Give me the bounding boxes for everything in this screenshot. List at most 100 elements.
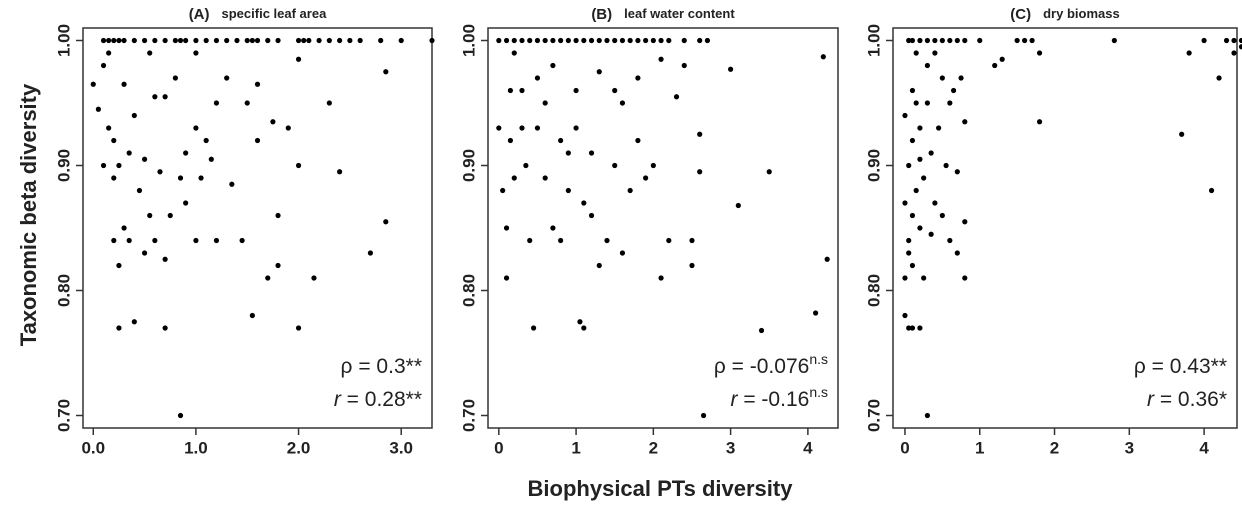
point bbox=[612, 87, 618, 94]
point bbox=[906, 237, 912, 244]
point bbox=[213, 37, 220, 44]
point bbox=[183, 37, 189, 44]
point bbox=[906, 162, 912, 169]
point bbox=[172, 37, 178, 44]
x-tick-label: 2 bbox=[1050, 438, 1059, 457]
point bbox=[152, 237, 158, 244]
point bbox=[111, 237, 117, 244]
point bbox=[121, 81, 127, 87]
point bbox=[162, 256, 168, 262]
point bbox=[177, 412, 184, 419]
point bbox=[700, 412, 707, 419]
point bbox=[111, 137, 117, 144]
point bbox=[507, 87, 514, 94]
point bbox=[503, 37, 510, 44]
x-tick-label: 1 bbox=[571, 438, 580, 457]
panel: (B) leaf water content 0 1 2 3 4 0.70 0.80 0.90 1.… bbox=[459, 6, 839, 457]
point bbox=[928, 150, 934, 156]
point bbox=[254, 37, 261, 44]
panel-letter: (A) bbox=[189, 6, 210, 23]
point bbox=[596, 262, 602, 269]
annotation-symbol: r bbox=[1147, 388, 1155, 411]
point bbox=[909, 262, 916, 269]
point bbox=[337, 37, 343, 44]
point bbox=[954, 169, 960, 175]
point bbox=[121, 225, 127, 231]
point bbox=[581, 325, 587, 331]
point bbox=[106, 125, 112, 131]
point bbox=[581, 200, 587, 206]
point bbox=[503, 225, 510, 231]
point bbox=[523, 162, 529, 169]
point bbox=[992, 62, 998, 69]
point bbox=[177, 37, 184, 44]
point bbox=[643, 37, 649, 44]
point bbox=[131, 319, 137, 325]
x-tick-label: 1 bbox=[975, 438, 984, 457]
point bbox=[116, 325, 122, 331]
point bbox=[229, 181, 235, 187]
point bbox=[542, 100, 548, 106]
point bbox=[917, 37, 923, 44]
point bbox=[116, 37, 122, 44]
point bbox=[681, 62, 687, 69]
point bbox=[824, 256, 830, 262]
point bbox=[1231, 37, 1237, 44]
point bbox=[619, 37, 626, 44]
point bbox=[116, 262, 122, 269]
point bbox=[311, 275, 317, 281]
point bbox=[152, 37, 158, 44]
point bbox=[939, 37, 945, 44]
point bbox=[285, 125, 291, 131]
point bbox=[812, 310, 819, 316]
point bbox=[116, 162, 122, 169]
point bbox=[542, 37, 548, 44]
point bbox=[635, 137, 641, 144]
point bbox=[596, 37, 602, 44]
point bbox=[347, 37, 353, 44]
point bbox=[496, 37, 502, 44]
point bbox=[673, 94, 680, 100]
point bbox=[913, 187, 919, 194]
point bbox=[429, 37, 435, 44]
point bbox=[913, 50, 919, 56]
point bbox=[141, 156, 148, 162]
point bbox=[906, 37, 912, 44]
point bbox=[758, 327, 765, 334]
point bbox=[588, 37, 595, 44]
point bbox=[193, 37, 199, 44]
point bbox=[193, 125, 199, 131]
point bbox=[507, 137, 514, 144]
point bbox=[906, 250, 912, 256]
point bbox=[183, 150, 189, 156]
point bbox=[932, 200, 938, 206]
y-axis-label: Taxonomic beta diversity bbox=[16, 83, 41, 346]
point bbox=[932, 37, 938, 44]
point bbox=[902, 275, 908, 281]
point bbox=[519, 37, 525, 44]
point bbox=[503, 275, 510, 281]
point bbox=[100, 37, 107, 44]
point bbox=[924, 100, 931, 106]
panel: (C) dry biomass 0 1 2 3 4 0.70 0.80 0.90 1.00 ρ = 0… bbox=[864, 6, 1242, 457]
point bbox=[681, 37, 687, 44]
point bbox=[167, 212, 173, 219]
point bbox=[224, 37, 230, 44]
x-tick-label: 3 bbox=[726, 438, 735, 457]
x-tick-label: 4 bbox=[1199, 438, 1209, 457]
point bbox=[1022, 37, 1028, 44]
point bbox=[183, 200, 189, 206]
point bbox=[939, 75, 945, 81]
point bbox=[902, 112, 908, 119]
point bbox=[496, 125, 502, 131]
y-tick-label: 0.70 bbox=[54, 399, 73, 432]
point bbox=[550, 37, 556, 44]
point bbox=[697, 37, 703, 44]
point bbox=[100, 162, 107, 169]
point bbox=[906, 325, 912, 331]
x-tick-label: 3.0 bbox=[389, 438, 413, 457]
point bbox=[162, 94, 168, 100]
point bbox=[1029, 37, 1035, 44]
annotation-text: = 0.36 bbox=[1154, 388, 1219, 411]
